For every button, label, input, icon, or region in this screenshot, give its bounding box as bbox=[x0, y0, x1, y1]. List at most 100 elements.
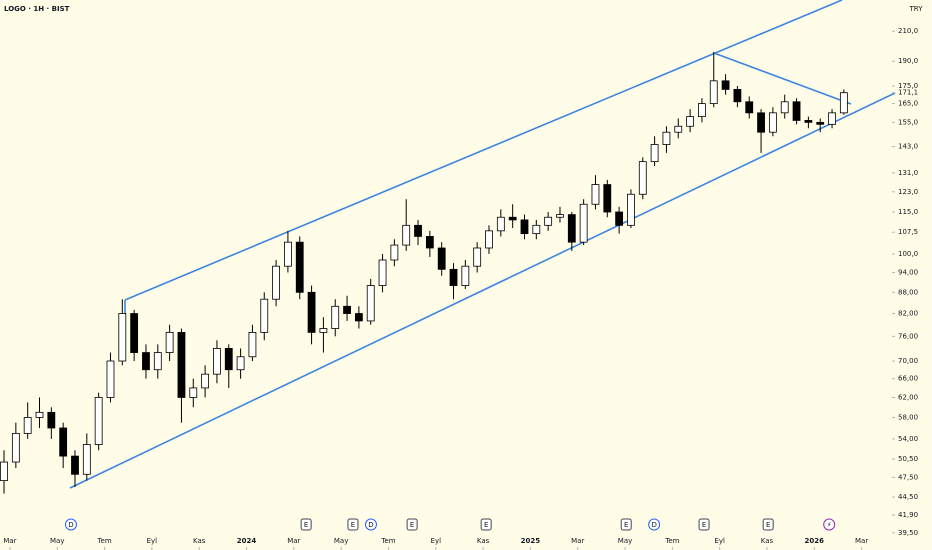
candle-body bbox=[284, 241, 292, 267]
candle-body bbox=[449, 268, 458, 286]
candle-body bbox=[780, 101, 789, 114]
candle-body bbox=[272, 265, 280, 300]
candle-body bbox=[757, 112, 765, 133]
y-tick-label: 100,0 bbox=[898, 250, 918, 258]
candle-body bbox=[248, 332, 257, 358]
y-tick-label: 82,00 bbox=[898, 310, 918, 318]
event-marker: E bbox=[406, 518, 418, 531]
y-tick-label: 131,0 bbox=[898, 169, 918, 177]
y-tick-label: 107,5 bbox=[898, 228, 918, 236]
candle-body bbox=[260, 298, 269, 333]
candle-body bbox=[816, 121, 825, 125]
event-label: E bbox=[351, 521, 355, 529]
event-marker: D bbox=[648, 518, 661, 531]
candle-body bbox=[496, 216, 505, 232]
candle-body bbox=[638, 161, 647, 195]
event-label: E bbox=[484, 521, 488, 529]
y-tick-label: 190,0 bbox=[898, 57, 918, 65]
trendlines bbox=[69, 0, 896, 489]
candle-body bbox=[106, 360, 115, 398]
y-tick-label: 123,0 bbox=[898, 188, 918, 196]
y-tick-label: 115,0 bbox=[898, 208, 918, 216]
x-tick-label: Eyl bbox=[147, 537, 158, 545]
x-tick-label: Mar bbox=[3, 537, 16, 545]
candle-body bbox=[189, 387, 198, 398]
event-box bbox=[480, 518, 492, 531]
candle-body bbox=[94, 397, 103, 445]
candle-body bbox=[307, 291, 316, 333]
candle-body bbox=[745, 101, 754, 114]
candle-body bbox=[579, 203, 588, 243]
candle-body bbox=[130, 313, 139, 353]
candle-body bbox=[591, 184, 600, 205]
event-label: E bbox=[702, 521, 706, 529]
x-tick-label: 2026 bbox=[805, 537, 825, 545]
candle-body bbox=[768, 112, 777, 133]
event-marker: E bbox=[347, 518, 359, 531]
y-tick-label: 44,50 bbox=[898, 493, 918, 501]
y-tick-label: 171,1 bbox=[898, 89, 918, 97]
x-tick-label: May bbox=[334, 537, 348, 545]
candle-body bbox=[532, 224, 541, 235]
event-box bbox=[347, 518, 359, 531]
currency: TRY bbox=[909, 5, 924, 13]
event-label: E bbox=[766, 521, 770, 529]
event-marker: D bbox=[64, 518, 77, 531]
event-label: D bbox=[651, 521, 656, 529]
candle-body bbox=[804, 120, 813, 123]
candle-body bbox=[177, 332, 186, 398]
candle-body bbox=[567, 214, 576, 243]
candle-body bbox=[82, 444, 91, 475]
candle-body bbox=[556, 214, 564, 218]
event-circle bbox=[64, 518, 77, 531]
event-marker: D bbox=[364, 518, 377, 531]
x-tick-label: Tem bbox=[96, 537, 111, 545]
y-tick-label: 76,00 bbox=[898, 332, 918, 340]
candle-body bbox=[544, 216, 553, 226]
candle-body bbox=[674, 125, 683, 133]
candle-body bbox=[378, 259, 387, 286]
x-tick-label: Eyl bbox=[714, 537, 725, 545]
event-marker: E bbox=[698, 518, 710, 531]
candle-body bbox=[414, 224, 422, 237]
candle-body bbox=[71, 455, 79, 475]
x-tick-label: Eyl bbox=[431, 537, 442, 545]
event-label: ⚡ bbox=[827, 521, 832, 529]
candle-body bbox=[295, 241, 304, 293]
candle-body bbox=[839, 92, 848, 114]
y-tick-label: 47,50 bbox=[898, 473, 918, 481]
candle-body bbox=[437, 247, 446, 270]
candle-body bbox=[615, 211, 624, 226]
candle-body bbox=[520, 219, 529, 235]
y-tick-label: 70,00 bbox=[898, 357, 918, 365]
event-marker: ⚡ bbox=[823, 518, 836, 531]
y-tick-label: 58,00 bbox=[898, 413, 918, 421]
symbol-title: LOGO · 1H · BIST bbox=[4, 5, 70, 13]
candle-body bbox=[461, 265, 470, 286]
event-label: E bbox=[304, 521, 308, 529]
y-tick-label: 62,00 bbox=[898, 393, 918, 401]
event-box bbox=[620, 518, 632, 531]
candle-body bbox=[698, 103, 706, 118]
candle-body bbox=[721, 80, 730, 90]
y-tick-label: 165,0 bbox=[898, 100, 918, 108]
event-marker: E bbox=[762, 518, 774, 531]
y-tick-label: 143,0 bbox=[898, 143, 918, 151]
candle-body bbox=[319, 328, 328, 333]
y-tick-label: 41,90 bbox=[898, 511, 918, 519]
event-marker: E bbox=[300, 518, 312, 531]
x-tick-label: Kas bbox=[193, 537, 206, 545]
y-tick-label: 88,00 bbox=[898, 288, 918, 296]
candle-body bbox=[201, 373, 210, 389]
candle-body bbox=[59, 427, 68, 457]
candle-body bbox=[354, 313, 363, 322]
candle-body bbox=[142, 352, 150, 371]
candle-body bbox=[390, 244, 399, 261]
x-tick-label: 2024 bbox=[237, 537, 257, 545]
y-tick-label: 175,0 bbox=[898, 82, 918, 90]
event-circle bbox=[823, 518, 836, 531]
candle-body bbox=[11, 433, 20, 463]
event-circle bbox=[364, 518, 377, 531]
event-label: E bbox=[410, 521, 414, 529]
candle-body bbox=[485, 230, 493, 249]
